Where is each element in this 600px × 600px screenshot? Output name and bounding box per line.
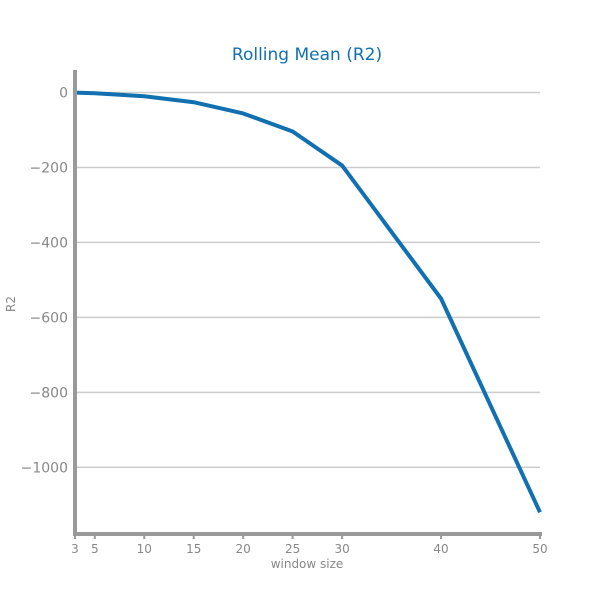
y-tick-label: −600 — [30, 310, 68, 326]
series-group — [74, 90, 542, 514]
grid-lines — [75, 91, 540, 469]
x-tick-label: 40 — [433, 542, 448, 556]
x-tick-label: 20 — [236, 542, 251, 556]
y-axis-label: R2 — [4, 296, 18, 312]
x-axis-ticks: 3 5 10 15 20 25 30 40 50 — [71, 534, 548, 556]
x-tick-label: 50 — [532, 542, 547, 556]
x-tick-label: 25 — [285, 542, 300, 556]
y-tick-label: 0 — [59, 85, 68, 101]
y-tick-label: −200 — [30, 160, 68, 176]
y-tick-label: −400 — [30, 235, 68, 251]
y-tick-label: −1000 — [21, 460, 68, 476]
y-tick-label: −800 — [30, 385, 68, 401]
x-tick-label: 15 — [186, 542, 201, 556]
series-line — [74, 90, 542, 514]
x-tick-label: 10 — [137, 542, 152, 556]
x-tick-label: 5 — [91, 542, 99, 556]
x-axis-label: window size — [271, 557, 344, 571]
chart-title: Rolling Mean (R2) — [232, 45, 382, 65]
axes — [73, 70, 542, 536]
x-tick-label: 3 — [71, 542, 79, 556]
y-axis-ticks: 0 −200 −400 −600 −800 −1000 — [21, 85, 68, 476]
x-tick-label: 30 — [334, 542, 349, 556]
